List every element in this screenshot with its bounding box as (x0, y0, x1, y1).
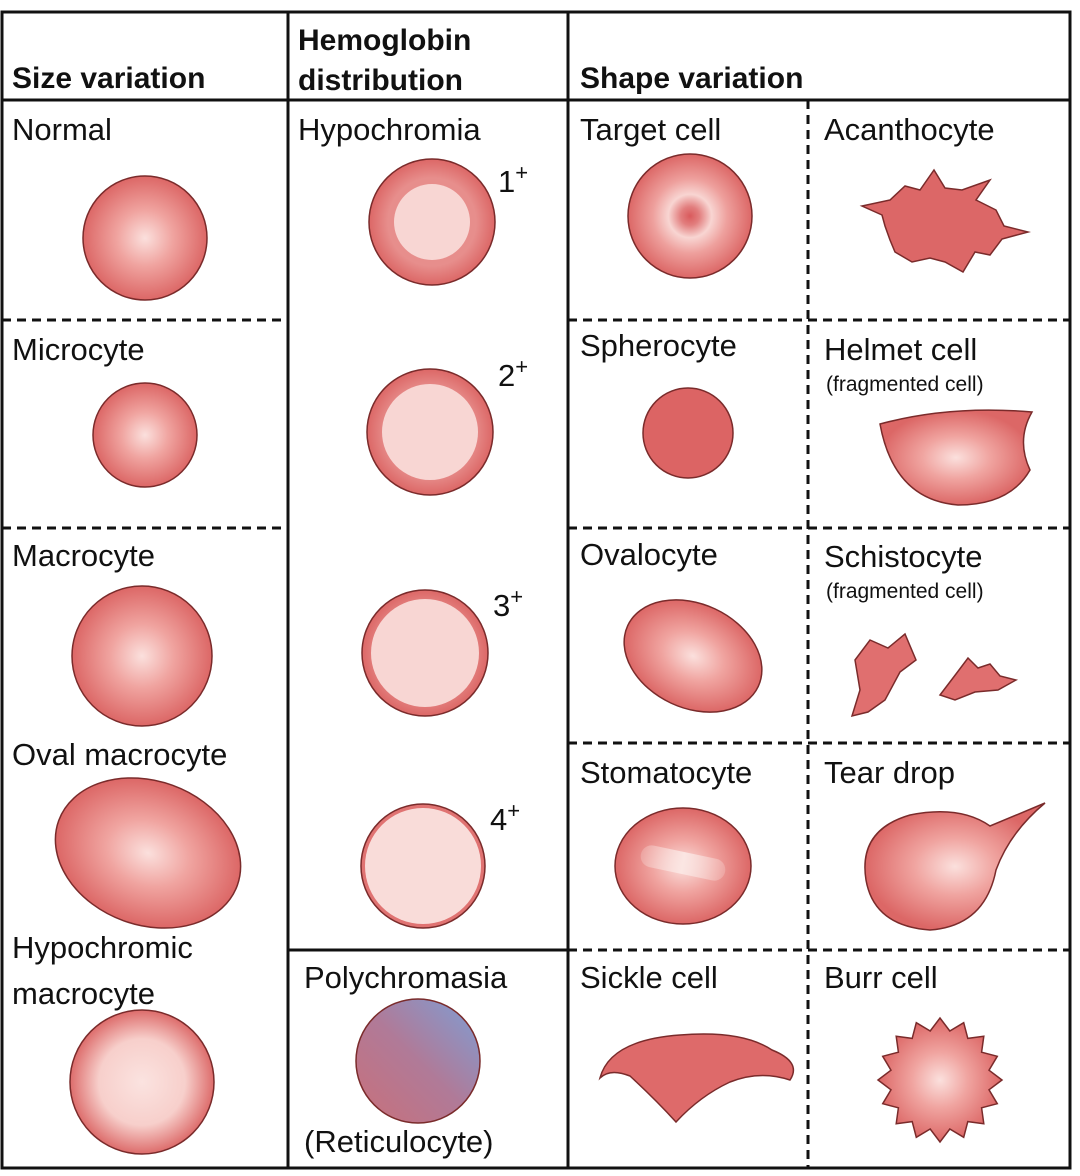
grade-number: 2 (498, 358, 515, 393)
cell-label: Polychromasia (304, 960, 508, 995)
cell-label: Microcyte (12, 332, 145, 367)
cell-center (371, 599, 479, 707)
macrocyte (71, 585, 213, 727)
cell-label: Target cell (580, 112, 721, 147)
microcyte (92, 382, 198, 488)
acanthocyte (859, 168, 1031, 274)
cell-label: Macrocyte (12, 538, 155, 573)
burr-cell (876, 1016, 1004, 1144)
hypochromia-4 (360, 803, 486, 929)
helmet-cell (879, 409, 1034, 506)
grade-number: 1 (498, 164, 515, 199)
grade: 4+ (490, 798, 520, 837)
cell-center (382, 384, 478, 480)
grade-sign: + (515, 354, 528, 379)
cell-label: Spherocyte (580, 328, 737, 363)
schistocyte (938, 656, 1019, 701)
hypochromia-2 (366, 368, 494, 496)
cell-note: (fragmented cell) (826, 373, 984, 396)
grade: 2+ (498, 354, 528, 393)
cell-label: Ovalocyte (580, 537, 718, 572)
grade-sign: + (510, 584, 523, 609)
spherocyte (642, 387, 734, 479)
grade-sign: + (515, 160, 528, 185)
header: Shape variation (580, 62, 803, 95)
cell-label: Helmet cell (824, 332, 977, 367)
target-cell (627, 153, 753, 279)
cell-note: (Reticulocyte) (304, 1124, 494, 1159)
grade-sign: + (507, 798, 520, 823)
cell-center (365, 808, 481, 924)
header: distribution (298, 64, 463, 97)
cell-label: Burr cell (824, 960, 938, 995)
cell-label: Hypochromic (12, 930, 193, 965)
cell-label: Hypochromia (298, 112, 481, 147)
cell-label: Schistocyte (824, 539, 983, 574)
hypochromia-1 (368, 158, 496, 286)
cell-note: (fragmented cell) (826, 580, 984, 603)
schistocyte (850, 632, 917, 718)
grade: 1+ (498, 160, 528, 199)
ovalocyte (623, 599, 763, 713)
header: Hemoglobin (298, 24, 471, 57)
stomatocyte-slit (640, 845, 726, 881)
outer-border (0, 10, 1072, 1170)
cell-label: macrocyte (12, 976, 155, 1011)
grade: 3+ (493, 584, 523, 623)
grade-number: 4 (490, 802, 507, 837)
header: Size variation (12, 62, 205, 95)
cell-label: Stomatocyte (580, 755, 752, 790)
cell-label: Tear drop (824, 755, 955, 790)
sickle-cell (598, 1033, 795, 1124)
cell-label: Sickle cell (580, 960, 718, 995)
oval-macrocyte (54, 777, 242, 929)
cell-label: Acanthocyte (824, 112, 995, 147)
cell-label: Oval macrocyte (12, 737, 227, 772)
hypochromic-macrocyte (69, 1009, 215, 1155)
cell-label: Normal (12, 112, 112, 147)
tear-drop-cell (864, 802, 1046, 931)
hypochromia-3 (361, 589, 489, 717)
normal-cell (82, 175, 208, 301)
polychromatic-cell (355, 998, 481, 1124)
grade-number: 3 (493, 588, 510, 623)
cell-center (394, 184, 470, 260)
